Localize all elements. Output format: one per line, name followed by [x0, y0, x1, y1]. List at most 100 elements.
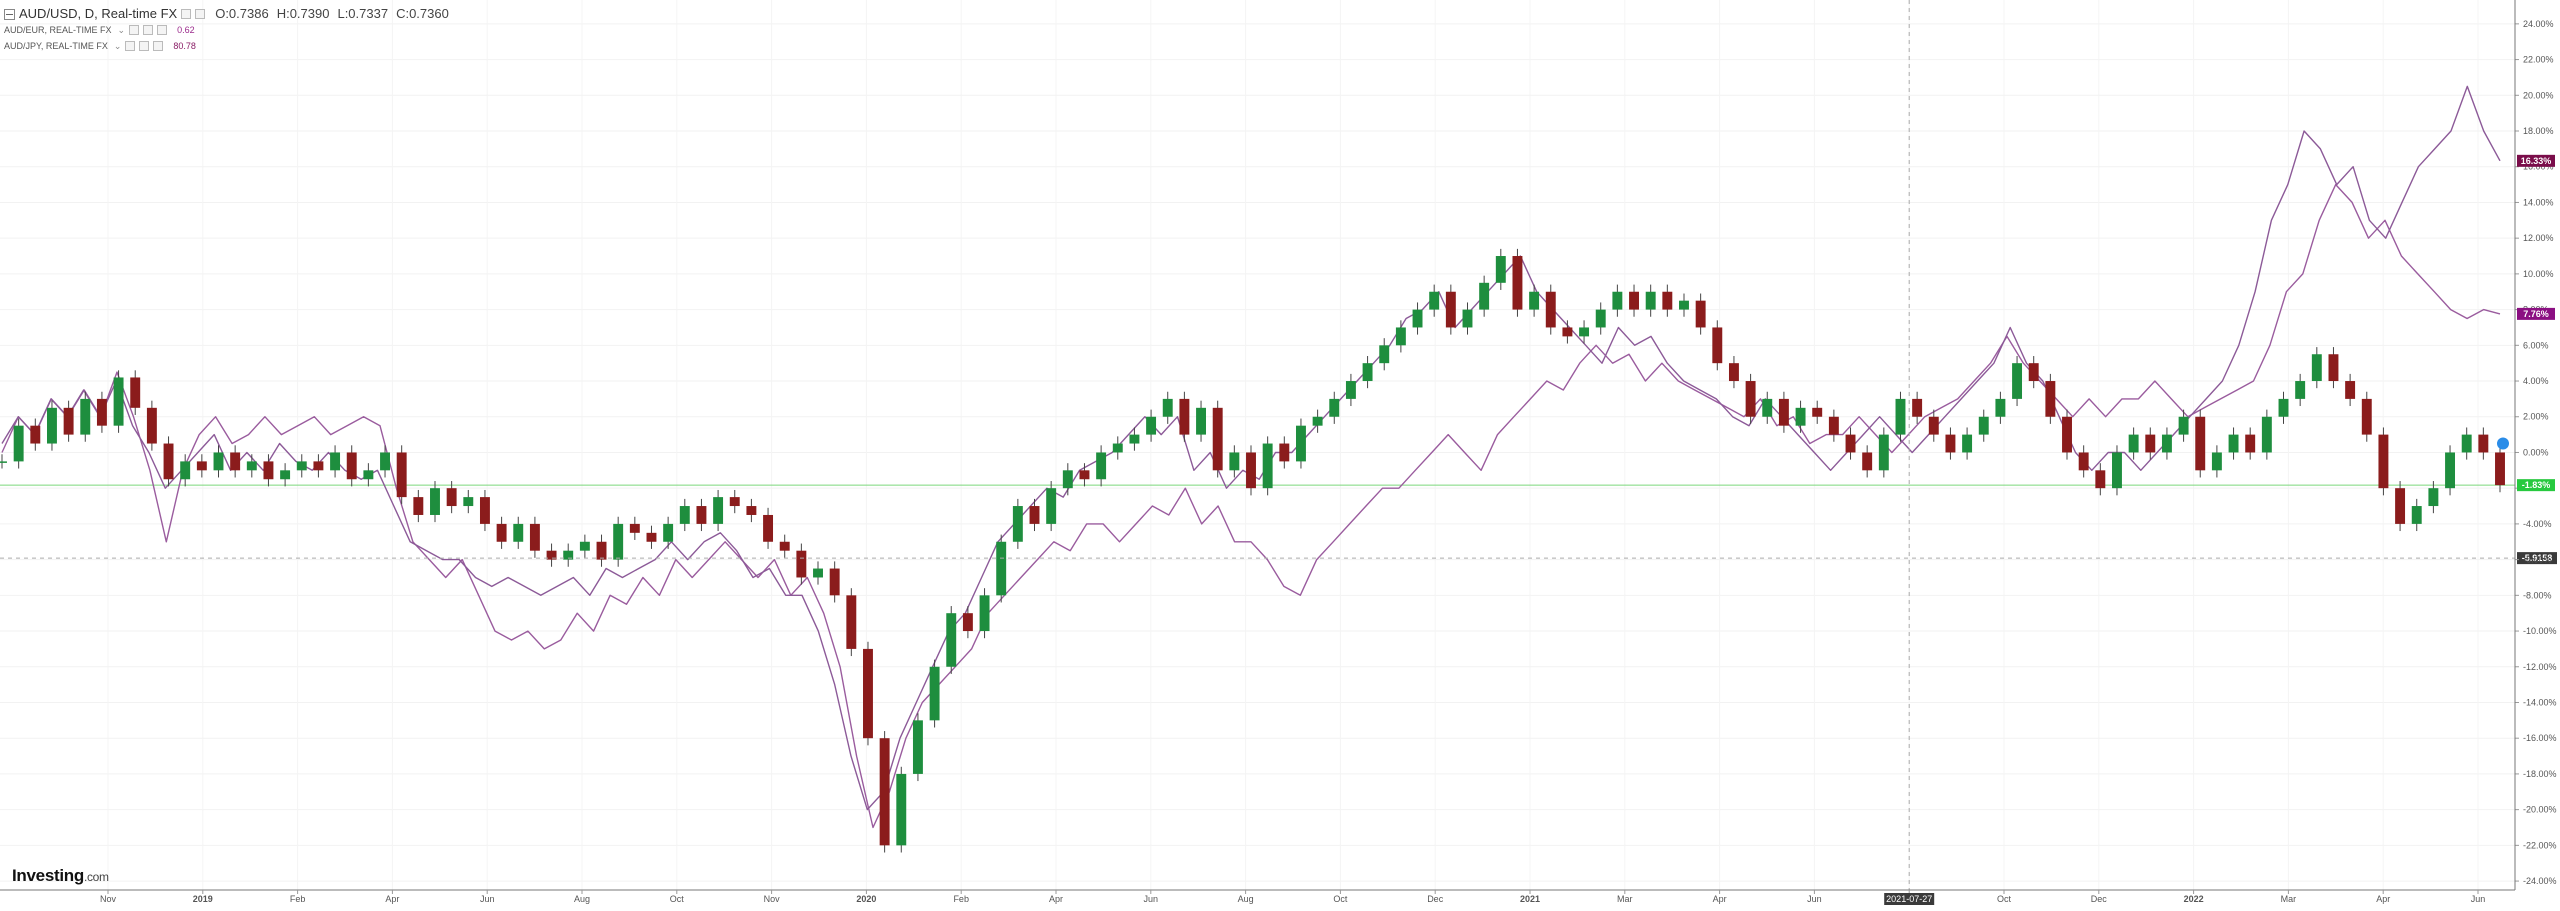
candle-body: [2428, 488, 2439, 507]
collapse-icon[interactable]: [4, 8, 15, 20]
candle-body: [579, 541, 590, 551]
candle-body: [929, 666, 940, 721]
candle-body: [996, 541, 1007, 596]
chevron-down-icon[interactable]: ⌄: [117, 25, 126, 35]
candle-body: [1429, 291, 1440, 310]
candle-body: [2028, 363, 2039, 382]
x-tick-label: Oct: [1997, 894, 2012, 904]
compare-title-1[interactable]: AUD/EUR, REAL-TIME FX: [4, 25, 112, 35]
x-tick-label: 2022: [2184, 894, 2204, 904]
y-tick-label: -8.00%: [2523, 590, 2552, 600]
candle-body: [1928, 416, 1939, 435]
x-tick-label: 2020: [856, 894, 876, 904]
candle-body: [146, 407, 157, 444]
candle-body: [2012, 363, 2023, 399]
settings-icon[interactable]: [181, 9, 192, 19]
close-icon[interactable]: [157, 25, 168, 35]
candle-body: [1595, 309, 1606, 328]
candle-body: [2278, 398, 2289, 417]
candle-body: [679, 506, 690, 524]
candle-body: [1096, 452, 1107, 480]
compare-value-2: 80.78: [173, 41, 196, 51]
candle-body: [1329, 398, 1340, 417]
crosshair-value-box: [2517, 552, 2557, 565]
ohlc-values: O:0.7386 H:0.7390 L:0.7337 C:0.7360: [215, 6, 449, 22]
x-tick-label: Nov: [100, 894, 117, 904]
candle-body: [946, 613, 957, 667]
candle-body: [430, 488, 440, 515]
candle-body: [1862, 452, 1873, 471]
candle-body: [746, 506, 757, 515]
y-tick-label: -20.00%: [2523, 805, 2557, 815]
x-tick-label: Oct: [670, 894, 685, 904]
x-tick-label: Jun: [480, 894, 495, 904]
candle-body: [80, 398, 91, 435]
candle-body: [763, 514, 774, 542]
candle-body: [1995, 398, 2006, 417]
close-icon[interactable]: [153, 41, 164, 51]
candle-body: [2062, 416, 2072, 453]
candle-body: [596, 541, 607, 560]
x-tick-label: Jun: [1144, 894, 1159, 904]
candle-body: [1179, 398, 1190, 435]
x-tick-label: Mar: [1617, 894, 1633, 904]
candle-body: [1229, 452, 1240, 471]
candle-body: [1196, 407, 1207, 435]
candle-body: [0, 461, 7, 463]
candle-body: [696, 506, 707, 524]
candle-body: [2295, 381, 2306, 399]
candle-body: [779, 541, 790, 551]
candle-body: [629, 523, 640, 533]
x-tick-label: Dec: [2091, 894, 2108, 904]
candle-body: [729, 497, 740, 507]
last-value-box: [2517, 479, 2555, 492]
last-value-label: -1.83%: [2522, 480, 2551, 490]
chevron-down-icon[interactable]: ⌄: [113, 41, 122, 51]
settings-icon[interactable]: [139, 41, 150, 51]
candle-body: [1612, 291, 1623, 310]
candle-body: [912, 720, 923, 774]
candle-body: [1362, 363, 1373, 382]
candle-body: [646, 532, 657, 542]
candle-body: [1445, 291, 1456, 328]
candle-body: [613, 523, 624, 560]
candle-body: [113, 377, 124, 426]
compare-value-1: 0.62: [177, 25, 195, 35]
candle-body: [1695, 300, 1706, 328]
candle-body: [2095, 470, 2106, 489]
main-symbol-title[interactable]: AUD/USD, D, Real-time FX: [19, 6, 178, 21]
compare-title-2[interactable]: AUD/JPY, REAL-TIME FX: [4, 41, 108, 51]
candle-body: [263, 461, 274, 480]
candle-body: [896, 773, 907, 846]
candle-body: [1629, 291, 1639, 310]
candle-body: [2228, 434, 2239, 453]
x-tick-label: 2019: [193, 894, 213, 904]
y-tick-label: -4.00%: [2523, 519, 2552, 529]
candle-body: [1462, 309, 1473, 328]
candle-body: [1845, 434, 1856, 453]
candle-body: [1962, 434, 1973, 453]
candle-body: [346, 452, 357, 480]
candle-body: [2361, 398, 2372, 435]
price-alert-icon: [2497, 437, 2509, 450]
candle-body: [1978, 416, 1989, 435]
candle-body: [2128, 434, 2139, 453]
candle-body: [1312, 416, 1323, 426]
candle-body: [879, 738, 890, 846]
candle-body: [2395, 488, 2406, 524]
candle-body: [563, 550, 574, 560]
y-tick-label: 10.00%: [2523, 269, 2554, 279]
close-icon[interactable]: [195, 9, 206, 19]
y-tick-label: 4.00%: [2523, 376, 2549, 386]
candle-body: [1079, 470, 1090, 480]
visibility-icon[interactable]: [129, 25, 140, 35]
candle-body: [1262, 443, 1273, 489]
visibility-icon[interactable]: [125, 41, 136, 51]
candle-body: [380, 452, 390, 471]
y-tick-label: 6.00%: [2523, 340, 2549, 350]
x-tick-label: Aug: [1238, 894, 1254, 904]
settings-icon[interactable]: [143, 25, 154, 35]
candle-body: [863, 648, 873, 739]
y-tick-label: 22.00%: [2523, 55, 2554, 65]
